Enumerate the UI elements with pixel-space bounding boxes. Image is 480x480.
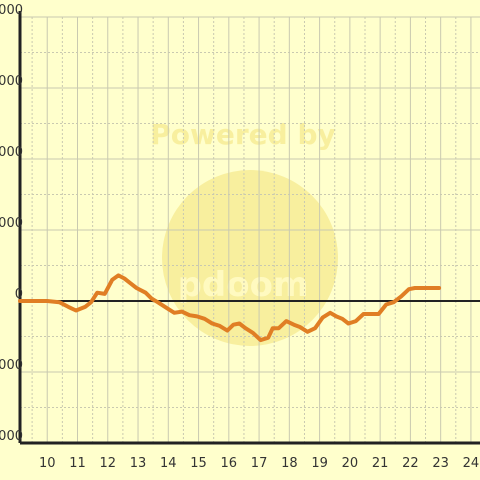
x-tick-label: 20 (342, 456, 359, 471)
x-tick-label: 18 (281, 456, 298, 471)
series-layer (18, 273, 442, 343)
x-tick-label: 12 (99, 456, 116, 471)
x-tick-label: 22 (402, 456, 419, 471)
x-tick-label: 21 (372, 456, 389, 471)
y-tick-label: -6,000 (0, 429, 23, 444)
y-tick-label: 9,000 (0, 74, 23, 89)
x-tick-label: 24 (463, 456, 480, 471)
y-tick-label: 12,000 (0, 3, 23, 18)
y-tick-label: 6,000 (0, 145, 23, 160)
x-tick-label: 11 (69, 456, 86, 471)
series-line (18, 273, 442, 343)
x-tick-label: 15 (190, 456, 207, 471)
y-tick-label: -3,000 (0, 358, 23, 373)
y-tick-label: 0 (15, 287, 23, 302)
watermark-line1: Powered by (150, 118, 336, 151)
x-tick-label: 14 (160, 456, 177, 471)
watermark-line2: pdoom (178, 265, 309, 305)
x-tick-label: 19 (311, 456, 328, 471)
watermark-logo-icon (162, 170, 338, 346)
axes (18, 11, 480, 445)
x-tick-label: 17 (251, 456, 268, 471)
x-tick-label: 23 (432, 456, 449, 471)
x-tick-label: 10 (39, 456, 56, 471)
y-tick-label: 3,000 (0, 216, 23, 231)
x-tick-label: 13 (130, 456, 147, 471)
tick-labels: 12,000 9,000 6,000 3,000 0 -3,000 -6,000 10 11 12… (0, 3, 479, 471)
x-tick-label: 16 (221, 456, 238, 471)
